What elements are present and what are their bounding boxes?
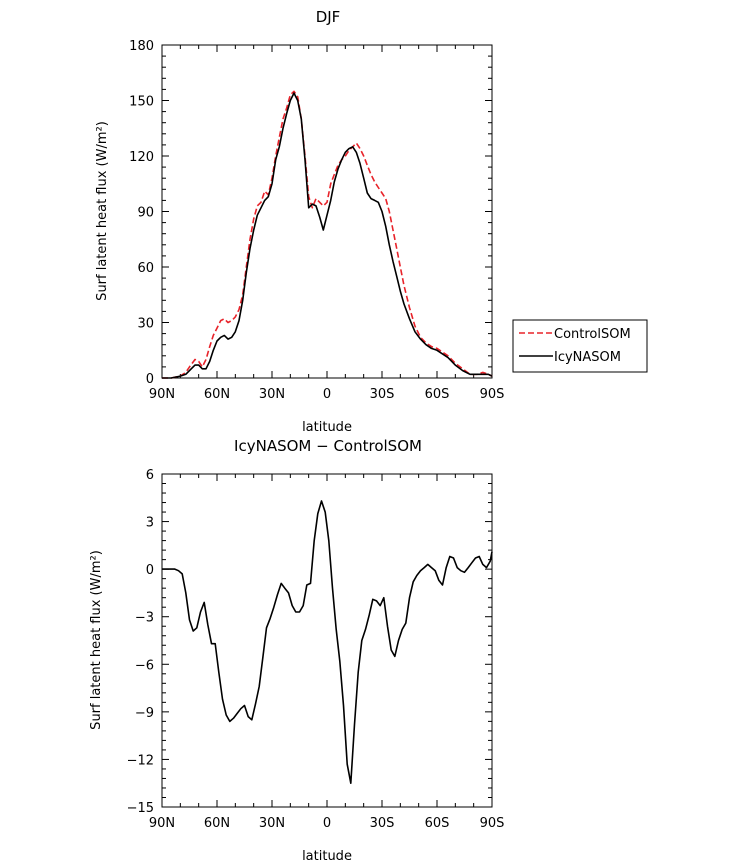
top-x-tick-label: 30S xyxy=(370,387,395,402)
top-panel: DJF 90N 60N 30N 0 30S 60S 90S0306090120150180 … xyxy=(95,8,648,435)
top-x-tick-label: 0 xyxy=(323,387,331,402)
top-y-tick-label: 60 xyxy=(137,261,154,276)
bottom-x-tick-label: 60N xyxy=(204,816,230,831)
top-y-axis-label: Surf latent heat flux (W/m²) xyxy=(95,121,110,301)
bottom-y-tick-label: −3 xyxy=(135,611,154,626)
top-x-tick-label: 60S xyxy=(425,387,450,402)
legend: ControlSOM IcyNASOM xyxy=(512,319,648,373)
top-series-layer xyxy=(162,90,493,379)
top-y-tick-label: 0 xyxy=(146,372,154,387)
bottom-x-tick-label: 90S xyxy=(480,816,505,831)
bottom-chart-title: IcyNASOM − ControlSOM xyxy=(234,437,422,455)
top-y-tick-label: 90 xyxy=(137,206,154,221)
bottom-series-layer xyxy=(162,500,493,785)
top-chart-title: DJF xyxy=(316,8,341,26)
top-x-tick-label: 90N xyxy=(149,387,175,402)
legend-label-controlsom: ControlSOM xyxy=(554,327,631,342)
legend-label-icynasom: IcyNASOM xyxy=(554,350,621,365)
bottom-y-tick-label: 6 xyxy=(146,468,154,483)
bottom-x-tick-label: 0 xyxy=(323,816,331,831)
top-y-tick-label: 150 xyxy=(129,95,154,110)
bottom-y-axis-label: Surf latent heat flux (W/m²) xyxy=(89,550,104,730)
bottom-x-tick-label: 30S xyxy=(370,816,395,831)
bottom-y-tick-label: −12 xyxy=(127,753,154,768)
bottom-ticks: 90N 60N 30N 0 30S 60S 90S −15 −12 −9 −6 −3 0 3 6 xyxy=(127,468,505,831)
bottom-x-tick-label: 90N xyxy=(149,816,175,831)
top-y-tick-label: 180 xyxy=(129,39,154,54)
bottom-y-tick-label: −6 xyxy=(135,658,154,673)
top-ticks: 90N 60N 30N 0 30S 60S 90S 0 30 60 90 120 150 180 xyxy=(129,39,504,402)
bottom-y-tick-label: 3 xyxy=(146,516,154,531)
top-x-tick-label: 30N xyxy=(259,387,285,402)
top-x-tick-label: 90S xyxy=(480,387,505,402)
top-x-axis-label: latitude xyxy=(302,420,352,435)
bottom-x-tick-label: 30N xyxy=(259,816,285,831)
bottom-y-tick-label: −9 xyxy=(135,706,154,721)
top-y-tick-label: 120 xyxy=(129,150,154,165)
top-y-tick-label: 30 xyxy=(137,317,154,332)
bottom-panel: IcyNASOM − ControlSOM 90N 60N 30N 0 30S 60S 90… xyxy=(89,437,504,864)
bottom-x-axis-label: latitude xyxy=(302,849,352,864)
legend-box xyxy=(512,319,648,373)
top-x-tick-label: 60N xyxy=(204,387,230,402)
top-plot-frame xyxy=(161,44,493,379)
top-series-line-controlsom xyxy=(162,90,493,379)
bottom-series-line xyxy=(162,500,493,785)
bottom-y-tick-label: 0 xyxy=(146,563,154,578)
bottom-y-tick-label: −15 xyxy=(127,801,154,816)
bottom-x-tick-label: 60S xyxy=(425,816,450,831)
top-series-line-icynasom xyxy=(162,92,493,379)
